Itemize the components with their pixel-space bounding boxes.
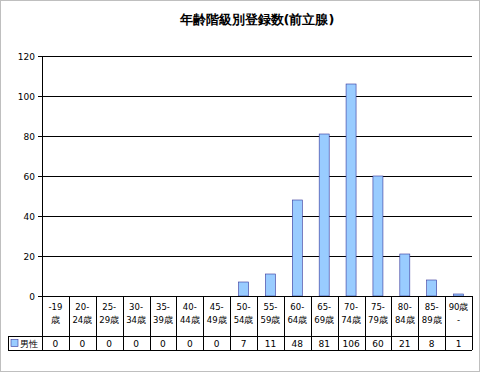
table-value: 81 <box>318 339 329 349</box>
grid-line <box>42 176 472 177</box>
table-line <box>257 296 258 350</box>
x-tick-label: 80-84歳 <box>395 302 415 325</box>
y-tick <box>38 136 42 137</box>
bar <box>77 296 87 297</box>
x-tick-label: 60-64歳 <box>287 302 307 325</box>
y-tick-label: 40 <box>24 212 36 222</box>
x-tick-label: 45-49歳 <box>207 302 227 325</box>
bar <box>131 296 141 297</box>
x-tick-label: 90歳- <box>449 302 469 325</box>
table-line <box>150 296 151 350</box>
x-tick-label: 30-34歳 <box>126 302 146 325</box>
title: 年齢階級別登録数(前立腺) <box>179 12 335 27</box>
table-value: 48 <box>292 339 304 349</box>
x-tick-label: 75-79歳 <box>368 302 388 325</box>
table-value: 1 <box>456 339 462 349</box>
table-line <box>365 296 366 350</box>
table-line <box>230 296 231 350</box>
x-tick-label: 20-24歳 <box>72 302 92 325</box>
y-tick-label: 80 <box>24 132 36 142</box>
bar <box>50 296 60 297</box>
bar <box>185 296 195 297</box>
table-line <box>123 296 124 350</box>
legend-label: 男性 <box>20 339 38 349</box>
x-tick-label: 40-44歳 <box>180 302 200 325</box>
y-axis <box>42 56 43 296</box>
chart-svg: 年齢階級別登録数(前立腺)020406080100120-19歳20-24歳25… <box>0 0 480 372</box>
y-tick-label: 20 <box>24 252 36 262</box>
table-line <box>418 296 419 350</box>
grid-line <box>42 56 472 57</box>
bar <box>292 200 302 296</box>
bar <box>400 254 410 296</box>
table-value: 60 <box>372 339 384 349</box>
bar <box>104 296 114 297</box>
table-line <box>311 296 312 350</box>
table-value: 0 <box>106 339 112 349</box>
bar <box>346 84 356 296</box>
table-value: 0 <box>214 339 220 349</box>
x-tick-label: 85-89歳 <box>422 302 442 325</box>
bar <box>454 294 464 296</box>
grid-line <box>42 216 472 217</box>
table-value: 0 <box>187 339 193 349</box>
y-tick <box>38 296 42 297</box>
chart-container: 年齢階級別登録数(前立腺)020406080100120-19歳20-24歳25… <box>0 0 480 372</box>
y-tick <box>38 56 42 57</box>
y-tick <box>38 176 42 177</box>
table-line <box>96 296 97 350</box>
table-line <box>69 296 70 350</box>
x-tick-label: 50-54歳 <box>234 302 254 325</box>
bar <box>239 282 249 296</box>
bar <box>212 296 222 297</box>
table-line <box>284 296 285 350</box>
table-value: 0 <box>53 339 59 349</box>
chart-frame <box>1 1 480 372</box>
table-value: 8 <box>429 339 435 349</box>
x-tick-label: 35-39歳 <box>153 302 173 325</box>
x-tick-label: 70-74歳 <box>341 302 361 325</box>
y-tick <box>38 256 42 257</box>
bar <box>427 280 437 296</box>
y-tick-label: 60 <box>24 172 36 182</box>
bar <box>265 274 275 296</box>
table-line <box>176 296 177 350</box>
bars <box>239 84 464 296</box>
y-tick-label: 120 <box>18 52 35 62</box>
bar <box>158 296 168 297</box>
x-tick-label: 55-59歳 <box>261 302 281 325</box>
table-line <box>338 296 339 350</box>
table-line <box>8 336 9 350</box>
y-tick <box>38 216 42 217</box>
grid-line <box>42 136 472 137</box>
table-value: 7 <box>241 339 247 349</box>
table-line <box>42 296 43 350</box>
legend-swatch <box>11 340 18 347</box>
table-value: 11 <box>265 339 276 349</box>
table-value: 106 <box>342 339 359 349</box>
table-value: 0 <box>79 339 85 349</box>
table-value: 0 <box>160 339 166 349</box>
x-tick-label: 25-29歳 <box>99 302 119 325</box>
y-tick-label: 100 <box>18 92 35 102</box>
x-tick-label: -19歳 <box>48 302 62 325</box>
table-value: 0 <box>133 339 139 349</box>
bar <box>319 134 329 296</box>
table-line <box>472 296 473 350</box>
table-line <box>8 350 472 351</box>
table-value: 21 <box>399 339 410 349</box>
grid-line <box>42 96 472 97</box>
table-line <box>445 296 446 350</box>
table-line <box>391 296 392 350</box>
y-tick-label: 0 <box>29 292 35 302</box>
y-tick <box>38 96 42 97</box>
x-tick-label: 65-69歳 <box>314 302 334 325</box>
table-line <box>8 336 472 337</box>
table-line <box>203 296 204 350</box>
bar <box>373 176 383 296</box>
